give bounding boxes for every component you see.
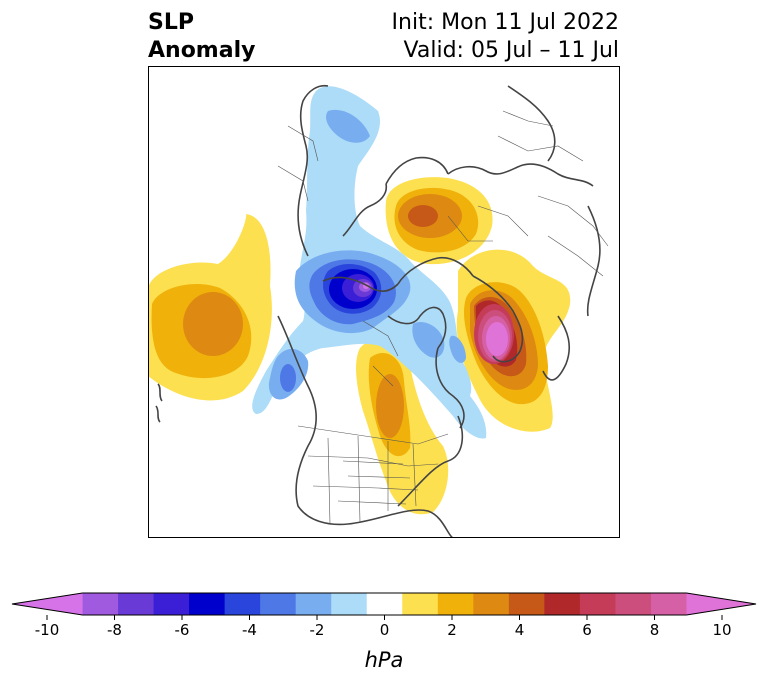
colorbar-swatches <box>11 592 757 616</box>
colorbar-swatch <box>508 593 545 615</box>
coastlines <box>155 84 601 538</box>
run-info: Init: Mon 11 Jul 2022 Valid: 05 Jul – 11… <box>392 9 619 65</box>
title-line-2: Anomaly <box>148 38 256 63</box>
colorbar-swatch <box>189 593 226 615</box>
map-title: SLP Anomaly <box>148 9 255 65</box>
title-line-1: SLP <box>148 10 194 35</box>
colorbar-tick-label: -6 <box>175 621 190 639</box>
canada-high <box>356 336 449 515</box>
colorbar-swatch <box>544 593 581 615</box>
barents-high <box>385 177 493 265</box>
colorbar-tick-label: -2 <box>310 621 325 639</box>
colorbar-tick-label: 6 <box>582 621 592 639</box>
colorbar-swatch <box>650 593 687 615</box>
political-borders <box>277 110 609 525</box>
colorbar-swatch <box>153 593 190 615</box>
colorbar-tick-label: -8 <box>107 621 122 639</box>
colorbar-swatch <box>366 593 403 615</box>
pacific-high <box>148 214 272 401</box>
colorbar-outline <box>11 592 757 616</box>
slp-anomaly-map <box>148 66 620 538</box>
colorbar-swatch <box>473 593 510 615</box>
colorbar-swatch <box>579 593 616 615</box>
colorbar-tick-label: -4 <box>242 621 257 639</box>
colorbar-tick-label: 10 <box>712 621 731 639</box>
colorbar-tick-label: 8 <box>650 621 660 639</box>
colorbar-swatch <box>82 593 119 615</box>
init-label: Init: Mon 11 Jul 2022 <box>391 10 619 35</box>
colorbar-tick-label: 4 <box>515 621 525 639</box>
colorbar: -10 -8 -6 -4 -2 0 2 4 6 8 10 hPa <box>11 592 757 672</box>
colorbar-tick-label: 0 <box>380 621 390 639</box>
atlantic-high <box>456 249 571 432</box>
colorbar-swatch <box>118 593 155 615</box>
colorbar-swatch <box>402 593 439 615</box>
colorbar-swatch <box>224 593 261 615</box>
colorbar-extend-min <box>12 593 83 615</box>
colorbar-swatch <box>295 593 332 615</box>
colorbar-unit-label: hPa <box>365 648 404 672</box>
colorbar-swatch <box>331 593 368 615</box>
colorbar-swatch <box>615 593 652 615</box>
colorbar-ticks: -10 -8 -6 -4 -2 0 2 4 6 8 10 <box>35 615 732 639</box>
colorbar-extend-max <box>686 593 756 615</box>
colorbar-swatch <box>437 593 474 615</box>
arctic-low <box>252 86 487 439</box>
colorbar-tick-label: 2 <box>447 621 457 639</box>
colorbar-tick-label: -10 <box>35 621 60 639</box>
colorbar-swatch <box>260 593 297 615</box>
valid-label: Valid: 05 Jul – 11 Jul <box>403 38 619 63</box>
